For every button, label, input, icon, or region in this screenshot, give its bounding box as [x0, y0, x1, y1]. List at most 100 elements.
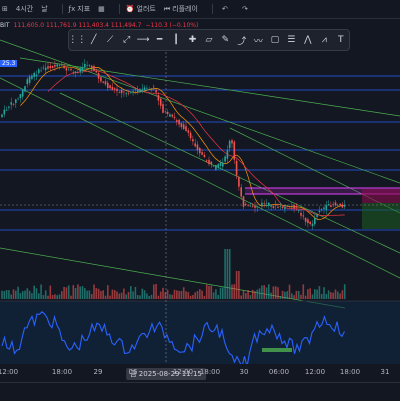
bottom-bar	[0, 382, 400, 401]
candle-body	[146, 87, 148, 89]
candle-body	[300, 212, 302, 216]
time-tick-label: 30	[239, 368, 249, 376]
candle-body	[337, 204, 339, 206]
volume-bar	[318, 286, 321, 299]
candle-body	[70, 68, 72, 70]
candle-body	[97, 73, 100, 79]
indicators-button[interactable]: ƒx 지표	[69, 4, 91, 14]
candle-body	[44, 67, 47, 71]
candle-body	[81, 67, 84, 71]
volume-bar	[245, 293, 247, 299]
candle-body	[86, 65, 88, 66]
fib-icon[interactable]: ☰	[287, 35, 296, 45]
trend-line	[0, 77, 400, 279]
timeframe-select[interactable]: 4시간	[15, 5, 34, 13]
time-axis[interactable]: 금 2025-08-29 11:15 12:00 18:00 29 06 12:00 18…	[0, 364, 400, 382]
volume-bar	[84, 288, 86, 299]
vertical-line-icon[interactable]: ┃	[173, 35, 179, 45]
day-select[interactable]: 날	[41, 5, 48, 13]
volume-bar	[217, 294, 219, 299]
volume-bar	[123, 288, 125, 299]
candle-body	[58, 65, 61, 66]
candle-body	[228, 140, 231, 149]
moving-average-line	[20, 66, 345, 221]
volume-bar	[251, 289, 254, 299]
candle-body	[343, 205, 346, 207]
candle-body	[118, 92, 121, 94]
volume-bar	[205, 284, 208, 299]
volume-bar	[77, 284, 79, 299]
projection-icon[interactable]: ⩘	[321, 35, 327, 45]
volume-bar	[224, 249, 226, 299]
candle-body	[233, 141, 236, 160]
pattern-icon[interactable]: ⋀	[304, 35, 312, 45]
volume-bar	[203, 295, 206, 299]
rsi-marker	[262, 348, 292, 352]
redo-icon[interactable]: ↷	[241, 5, 248, 13]
candle-body	[293, 204, 295, 209]
volume-bar	[295, 290, 298, 299]
candle-body	[139, 89, 141, 92]
candle-body	[84, 63, 86, 68]
candle-body	[341, 204, 344, 208]
volume-bar	[316, 289, 318, 299]
candle-body	[288, 205, 291, 207]
candle-body	[189, 132, 192, 139]
volume-bar	[233, 284, 236, 299]
horizontal-line-icon[interactable]: ━	[156, 35, 163, 45]
volume-bar	[238, 271, 240, 299]
extended-line-icon[interactable]: ⤢	[123, 35, 131, 45]
chart-canvas[interactable]	[0, 18, 400, 364]
trendline-icon[interactable]: ╱	[90, 35, 97, 45]
volume-bar	[44, 290, 47, 299]
candle-body	[196, 144, 199, 151]
zigzag-icon[interactable]: 〰	[253, 36, 263, 47]
volume-bar	[341, 290, 344, 299]
horizontal-ray-icon[interactable]: ⟶	[136, 35, 150, 45]
alert-button[interactable]: ⏰ 얼러트	[126, 4, 156, 14]
volume-bar	[284, 291, 286, 299]
candle-body	[199, 147, 201, 154]
time-tick-label: 18:00	[199, 368, 221, 376]
volume-bar	[311, 294, 314, 299]
candle-body	[21, 90, 24, 97]
volume-bar	[49, 285, 52, 299]
time-tick-label: 29	[93, 368, 103, 376]
ray-icon[interactable]: ⟋	[107, 35, 114, 45]
info-line-icon[interactable]: ⤴	[237, 36, 247, 47]
volume-bar	[162, 287, 164, 299]
toolbar-divider	[61, 4, 63, 14]
volume-bar	[157, 295, 160, 299]
volume-bar	[334, 289, 337, 299]
candle-body	[12, 103, 15, 105]
cross-line-icon[interactable]: ✚	[188, 35, 197, 45]
volume-bar	[127, 291, 130, 299]
volume-bar	[169, 294, 171, 299]
time-tick-label: 12:00	[172, 368, 194, 376]
volume-bar	[26, 288, 29, 299]
price-tag: 25.3	[0, 60, 18, 67]
candle-body	[120, 90, 123, 94]
text-icon[interactable]: T	[337, 35, 344, 45]
volume-bar	[54, 294, 56, 299]
volume-bar	[254, 291, 256, 299]
candle-body	[56, 64, 58, 67]
volume-bar	[5, 290, 8, 299]
crosshair-date-label: 금 2025-08-29 11:15	[126, 368, 206, 380]
rectangle-icon[interactable]: ▢	[270, 35, 280, 45]
candle-body	[100, 77, 102, 82]
candle-body	[231, 140, 233, 144]
candle-body	[254, 206, 256, 208]
volume-bar	[70, 295, 72, 299]
volume-bar	[19, 293, 22, 299]
undo-icon[interactable]: ↶	[221, 5, 228, 13]
pen-icon[interactable]: ✎	[221, 35, 230, 45]
replay-button[interactable]: ⏮ 리플레이	[164, 4, 198, 14]
volume-bar	[208, 285, 210, 299]
parallel-channel-icon[interactable]: ▱	[205, 35, 213, 45]
candle-body	[258, 205, 261, 206]
layout-icon[interactable]: ▦	[98, 5, 105, 13]
chart-style-icon[interactable]: ⊞	[2, 5, 8, 13]
candle-body	[327, 204, 330, 206]
drag-handle-icon[interactable]: ⋮⋮	[68, 35, 87, 45]
